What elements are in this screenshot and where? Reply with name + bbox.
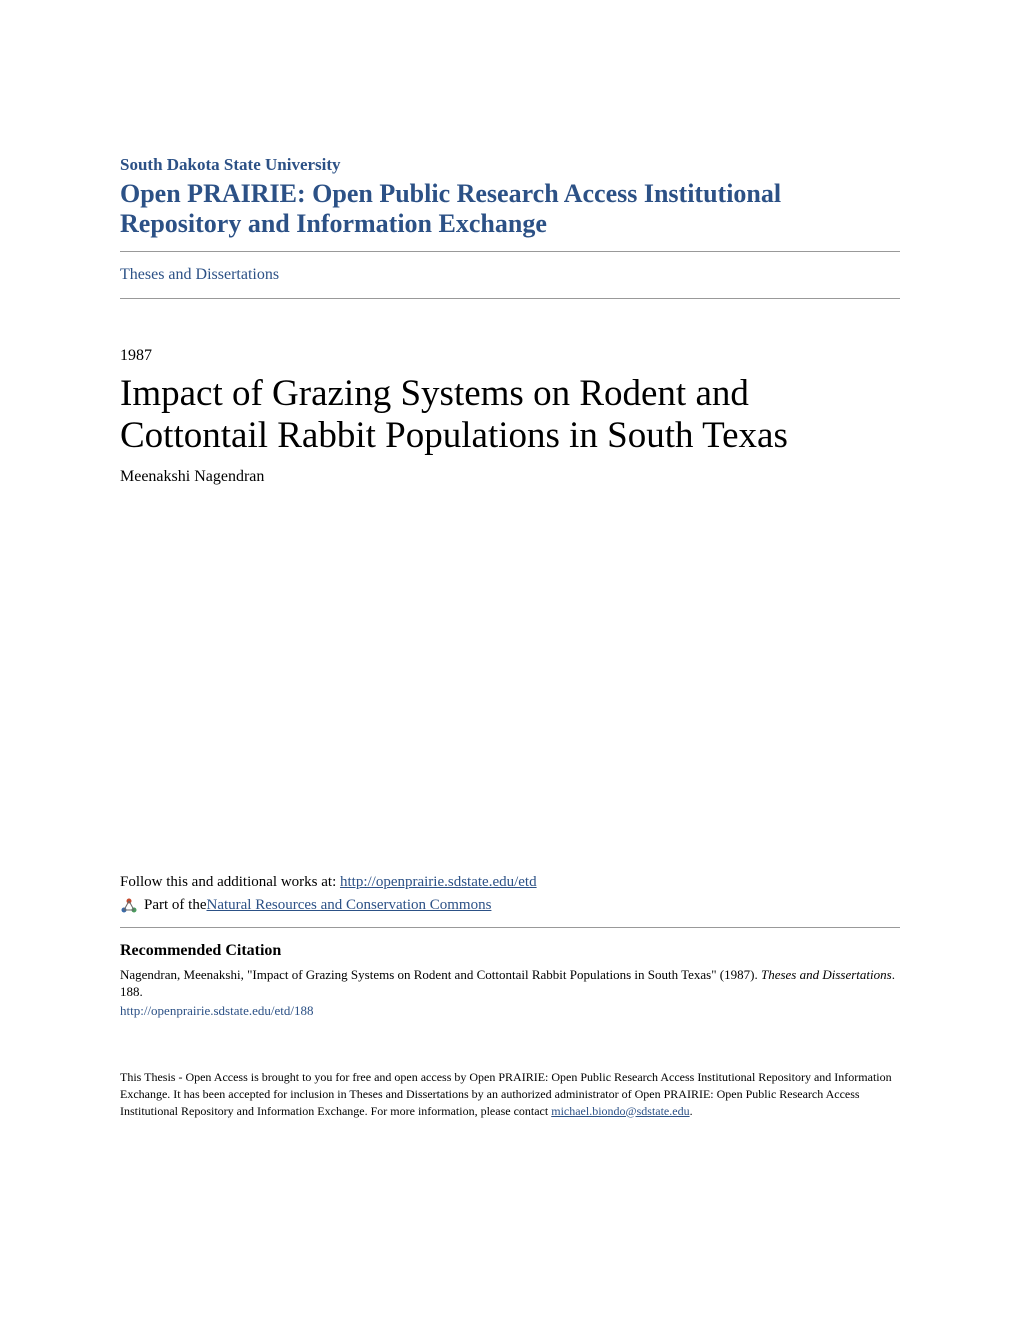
paper-title: Impact of Grazing Systems on Rodent and … bbox=[120, 373, 900, 458]
publication-year: 1987 bbox=[120, 347, 900, 365]
follow-url-link[interactable]: http://openprairie.sdstate.edu/etd bbox=[340, 874, 537, 890]
collection-link[interactable]: Theses and Dissertations bbox=[120, 266, 900, 284]
follow-prefix: Follow this and additional works at: bbox=[120, 874, 340, 890]
repository-name[interactable]: Open PRAIRIE: Open Public Research Acces… bbox=[120, 179, 900, 239]
citation-text: Nagendran, Meenakshi, "Impact of Grazing… bbox=[120, 966, 900, 1001]
part-of-link[interactable]: Natural Resources and Conservation Commo… bbox=[206, 897, 491, 914]
follow-line: Follow this and additional works at: htt… bbox=[120, 874, 900, 891]
citation-heading: Recommended Citation bbox=[120, 942, 900, 960]
divider-top bbox=[120, 251, 900, 252]
paper-author: Meenakshi Nagendran bbox=[120, 468, 900, 486]
network-icon bbox=[120, 897, 138, 915]
university-name: South Dakota State University bbox=[120, 155, 900, 175]
divider-citation bbox=[120, 927, 900, 928]
footer-text: This Thesis - Open Access is brought to … bbox=[120, 1069, 900, 1119]
citation-italic: Theses and Dissertations bbox=[761, 967, 892, 982]
citation-before: Nagendran, Meenakshi, "Impact of Grazing… bbox=[120, 967, 761, 982]
spacer bbox=[120, 494, 900, 874]
footer-email-link[interactable]: michael.biondo@sdstate.edu bbox=[551, 1104, 689, 1118]
citation-url-link[interactable]: http://openprairie.sdstate.edu/etd/188 bbox=[120, 1003, 900, 1019]
footer-before: This Thesis - Open Access is brought to … bbox=[120, 1070, 892, 1118]
part-of-prefix: Part of the bbox=[144, 897, 206, 914]
footer-after: . bbox=[690, 1104, 693, 1118]
part-of-line: Part of the Natural Resources and Conser… bbox=[120, 897, 900, 915]
divider-mid bbox=[120, 298, 900, 299]
